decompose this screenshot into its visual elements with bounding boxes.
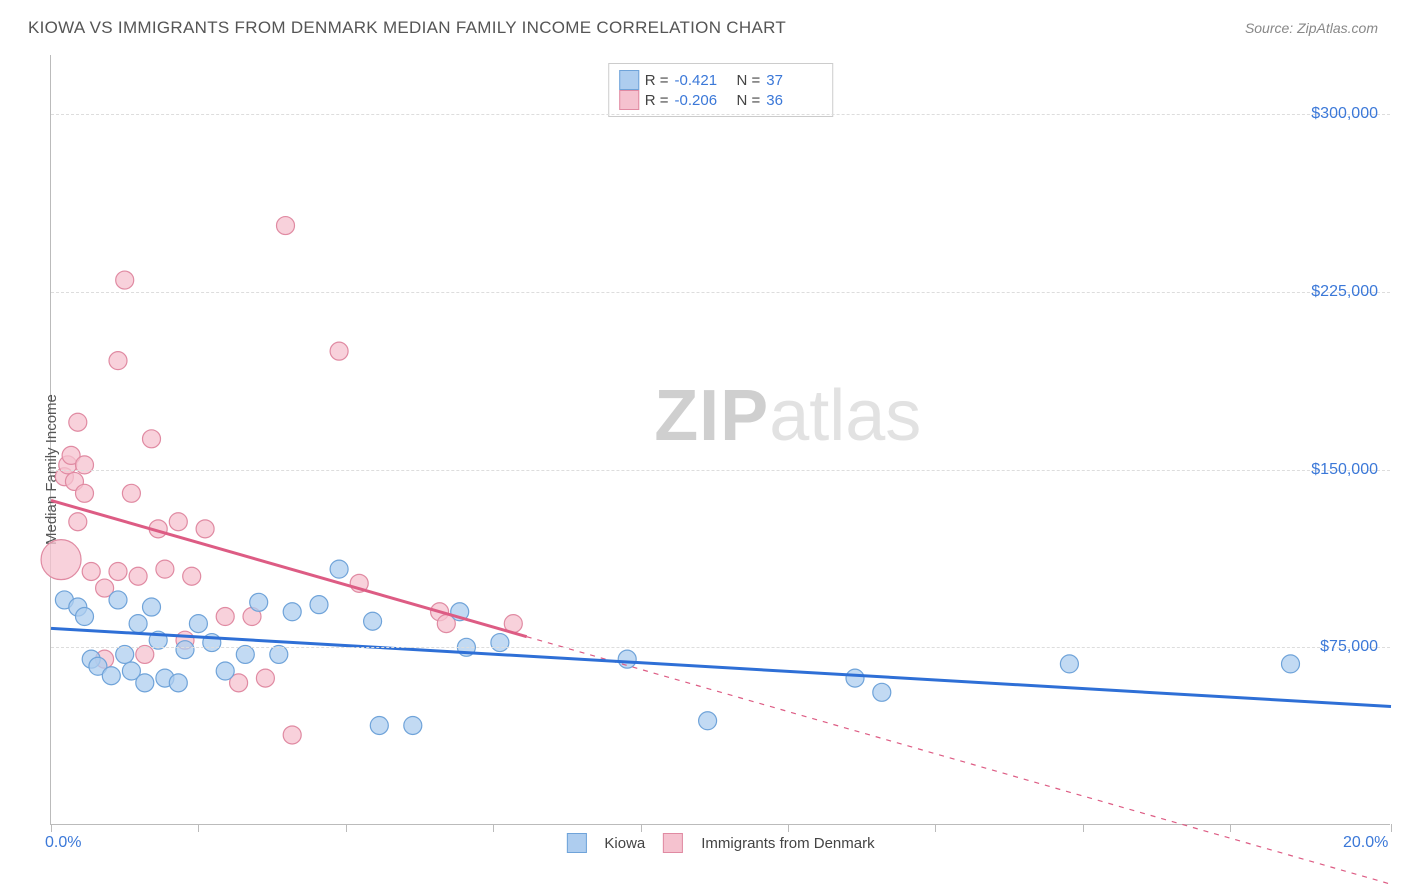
legend-swatch-1 (619, 90, 639, 110)
data-point (82, 562, 100, 580)
data-point (1060, 655, 1078, 673)
plot-area: Median Family Income ZIPatlas R = -0.421… (50, 55, 1390, 825)
data-point (330, 560, 348, 578)
data-point (330, 342, 348, 360)
data-point (370, 716, 388, 734)
x-tick (198, 824, 199, 832)
data-point (216, 662, 234, 680)
x-tick (1391, 824, 1392, 832)
x-tick-label: 0.0% (45, 834, 81, 852)
scatter-svg (51, 55, 1391, 825)
x-tick (788, 824, 789, 832)
legend-bottom-swatch-0 (566, 833, 586, 853)
data-point (183, 567, 201, 585)
data-point (76, 608, 94, 626)
data-point (143, 598, 161, 616)
legend-row-series-0: R = -0.421 N = 37 (619, 70, 823, 90)
legend-n-1: 36 (766, 92, 822, 109)
legend-correlation: R = -0.421 N = 37 R = -0.206 N = 36 (608, 63, 834, 117)
trend-line (51, 628, 1391, 706)
legend-n-0: 37 (766, 72, 822, 89)
legend-bottom-label-1: Immigrants from Denmark (701, 835, 874, 852)
data-point (618, 650, 636, 668)
chart-header: KIOWA VS IMMIGRANTS FROM DENMARK MEDIAN … (0, 0, 1406, 48)
gridline-h (51, 292, 1390, 293)
data-point (129, 615, 147, 633)
data-point (196, 520, 214, 538)
data-point (250, 593, 268, 611)
chart-area: Median Family Income ZIPatlas R = -0.421… (50, 55, 1390, 825)
data-point (41, 540, 81, 580)
data-point (169, 674, 187, 692)
data-point (491, 634, 509, 652)
gridline-h (51, 114, 1390, 115)
data-point (143, 430, 161, 448)
data-point (176, 641, 194, 659)
data-point (69, 513, 87, 531)
data-point (283, 726, 301, 744)
x-tick (346, 824, 347, 832)
data-point (189, 615, 207, 633)
data-point (277, 217, 295, 235)
legend-r-0: -0.421 (675, 72, 731, 89)
y-tick-label: $150,000 (1311, 461, 1378, 479)
legend-row-series-1: R = -0.206 N = 36 (619, 90, 823, 110)
data-point (76, 456, 94, 474)
data-point (102, 667, 120, 685)
data-point (699, 712, 717, 730)
x-tick (493, 824, 494, 832)
data-point (109, 591, 127, 609)
data-point (156, 560, 174, 578)
x-tick (935, 824, 936, 832)
chart-title: KIOWA VS IMMIGRANTS FROM DENMARK MEDIAN … (28, 18, 786, 38)
legend-bottom-swatch-1 (663, 833, 683, 853)
data-point (116, 271, 134, 289)
legend-swatch-0 (619, 70, 639, 90)
legend-series-names: Kiowa Immigrants from Denmark (566, 833, 874, 853)
data-point (283, 603, 301, 621)
data-point (1282, 655, 1300, 673)
data-point (122, 484, 140, 502)
data-point (364, 612, 382, 630)
gridline-h (51, 470, 1390, 471)
data-point (69, 413, 87, 431)
x-tick (1083, 824, 1084, 832)
chart-source: Source: ZipAtlas.com (1245, 20, 1378, 36)
data-point (129, 567, 147, 585)
data-point (169, 513, 187, 531)
x-tick-label: 20.0% (1343, 834, 1388, 852)
legend-r-label: R = (645, 72, 669, 89)
legend-r-label-2: R = (645, 92, 669, 109)
legend-bottom-label-0: Kiowa (604, 835, 645, 852)
data-point (256, 669, 274, 687)
legend-n-label-2: N = (737, 92, 761, 109)
data-point (310, 596, 328, 614)
x-tick (51, 824, 52, 832)
x-tick (641, 824, 642, 832)
data-point (136, 674, 154, 692)
data-point (404, 716, 422, 734)
data-point (76, 484, 94, 502)
data-point (216, 608, 234, 626)
data-point (109, 352, 127, 370)
y-tick-label: $225,000 (1311, 283, 1378, 301)
data-point (846, 669, 864, 687)
legend-r-1: -0.206 (675, 92, 731, 109)
y-tick-label: $300,000 (1311, 105, 1378, 123)
x-tick (1230, 824, 1231, 832)
gridline-h (51, 647, 1390, 648)
data-point (109, 562, 127, 580)
legend-n-label: N = (737, 72, 761, 89)
data-point (873, 683, 891, 701)
y-tick-label: $75,000 (1320, 638, 1378, 656)
